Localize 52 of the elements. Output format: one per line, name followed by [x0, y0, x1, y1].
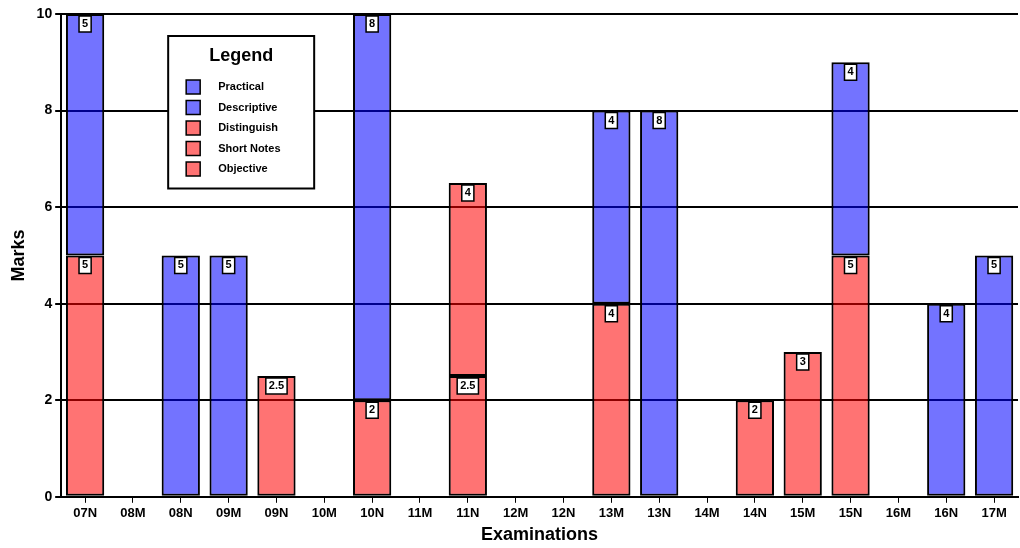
x-tick-label: 11N	[456, 505, 480, 521]
x-tick-label: 08M	[120, 505, 146, 521]
data-label: 2	[369, 403, 376, 416]
y-tick-label: 10	[36, 4, 53, 21]
x-tick-label: 09N	[264, 505, 289, 521]
y-tick-label: 8	[44, 101, 53, 118]
x-tick-label: 17M	[981, 505, 1007, 521]
legend-title: Legend	[209, 44, 274, 65]
data-label: 2.5	[460, 379, 476, 392]
x-tick-label: 14N	[742, 505, 767, 521]
legend-label: Practical	[218, 80, 265, 93]
data-label: 5	[82, 17, 89, 30]
x-tick-label: 12N	[551, 505, 576, 521]
data-label: 2.5	[268, 379, 285, 392]
x-tick-label: 16N	[934, 505, 959, 521]
data-label: 8	[369, 17, 376, 30]
y-tick-label: 0	[44, 487, 53, 504]
data-label: 4	[464, 186, 472, 199]
y-tick-label: 6	[44, 197, 53, 214]
x-axis-title: Examinations	[481, 524, 599, 545]
y-tick-label: 2	[44, 391, 53, 408]
data-label: 2	[751, 403, 758, 416]
data-label: 4	[847, 65, 855, 78]
x-tick-label: 11M	[407, 505, 433, 521]
legend-label: Short Notes	[218, 141, 281, 154]
data-label: 4	[943, 306, 951, 319]
x-tick-label: 08N	[168, 505, 193, 521]
data-label: 4	[608, 306, 616, 319]
x-tick-label: 14M	[694, 505, 720, 521]
data-label: 5	[225, 258, 232, 271]
data-label: 3	[799, 354, 806, 367]
data-label: 5	[177, 258, 184, 271]
legend-label: Objective	[218, 162, 268, 175]
legend-label: Descriptive	[218, 100, 278, 113]
x-tick-label: 13M	[598, 505, 624, 521]
x-tick-label: 09M	[215, 505, 242, 521]
data-label: 5	[847, 258, 854, 271]
data-label: 4	[608, 113, 616, 126]
y-tick-label: 4	[44, 294, 53, 311]
data-label: 5	[82, 258, 89, 271]
data-label: 8	[656, 113, 663, 126]
y-axis-title: Marks	[7, 229, 28, 282]
x-tick-label: 10N	[360, 505, 385, 521]
x-tick-label: 15M	[790, 505, 816, 521]
data-label: 5	[991, 258, 998, 271]
x-tick-label: 10M	[311, 505, 337, 521]
x-tick-label: 07N	[73, 505, 98, 521]
x-tick-label: 16M	[885, 505, 912, 521]
x-tick-label: 13N	[647, 505, 672, 521]
x-tick-label: 12M	[503, 505, 529, 521]
legend-label: Distinguish	[218, 121, 279, 134]
x-tick-label: 15N	[838, 505, 863, 521]
